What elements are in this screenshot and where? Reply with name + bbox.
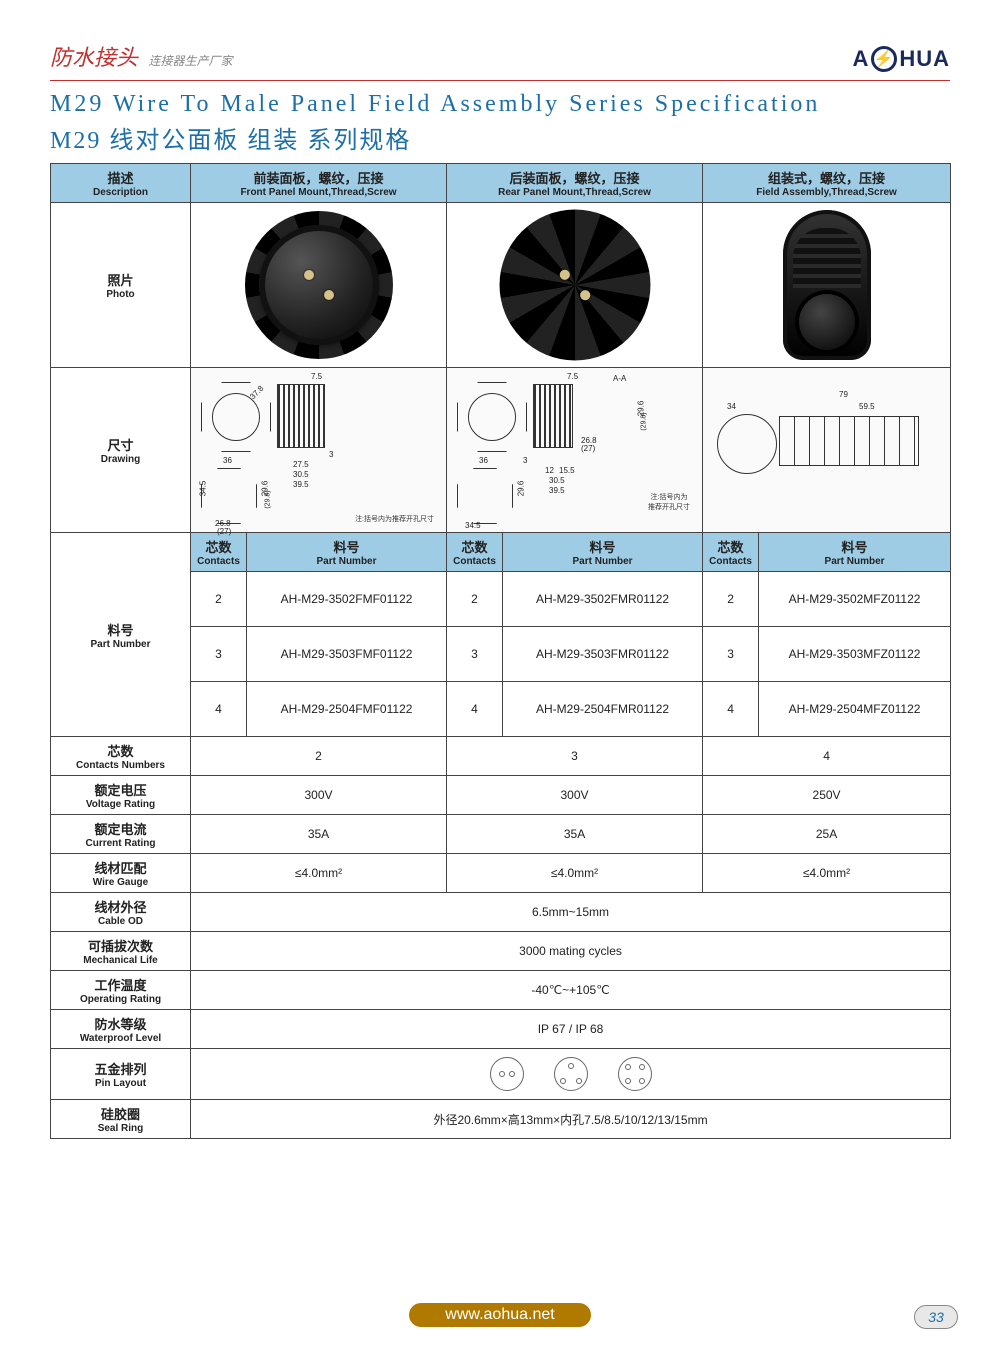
brand-cn: 防水接头 [50, 45, 138, 70]
cell: 3 [703, 627, 759, 682]
subhdr-pn-2: 料号 Part Number [503, 533, 703, 572]
cell: AH-M29-3502FMR01122 [503, 572, 703, 627]
cell: 4 [191, 682, 247, 737]
cell: 35A [191, 815, 447, 854]
footer: www.aohua.net [0, 1303, 1000, 1327]
hdr-col2: 后装面板，螺纹，压接 Rear Panel Mount,Thread,Screw [447, 164, 703, 203]
logo-ring-icon: ⚡ [871, 46, 897, 72]
cell: 35A [447, 815, 703, 854]
title-en: M29 Wire To Male Panel Field Assembly Se… [50, 91, 950, 118]
cell: AH-M29-2504MFZ01122 [759, 682, 951, 737]
photo-cable [703, 203, 951, 368]
footer-url: www.aohua.net [409, 1303, 590, 1327]
hdr-col3: 组装式，螺纹，压接 Field Assembly,Thread,Screw [703, 164, 951, 203]
row-temp-label: 工作温度 Operating Rating [51, 971, 191, 1010]
pin-layout-2-icon [490, 1057, 524, 1091]
cell: 2 [191, 572, 247, 627]
cell: 3 [447, 737, 703, 776]
connector-rear-icon [513, 224, 635, 346]
cell: 250V [703, 776, 951, 815]
cell: 4 [703, 682, 759, 737]
cell: 300V [447, 776, 703, 815]
row-wire-label: 线材匹配 Wire Gauge [51, 854, 191, 893]
cell: AH-M29-3503FMR01122 [503, 627, 703, 682]
row-contacts-label: 芯数 Contacts Numbers [51, 737, 191, 776]
row-current-label: 额定电流 Current Rating [51, 815, 191, 854]
connector-front-icon [259, 225, 379, 345]
row-mech-label: 可插拔次数 Mechanical Life [51, 932, 191, 971]
photo-rear [447, 203, 703, 368]
subhdr-contacts-3: 芯数 Contacts [703, 533, 759, 572]
cell: 4 [703, 737, 951, 776]
cell: ≤4.0mm² [191, 854, 447, 893]
connector-cable-icon [783, 210, 871, 360]
row-wp-label: 防水等级 Waterproof Level [51, 1010, 191, 1049]
cell: ≤4.0mm² [703, 854, 951, 893]
page-header: 防水接头 连接器生产厂家 A ⚡ HUA [50, 40, 950, 72]
row-cable-label: 线材外径 Cable OD [51, 893, 191, 932]
row-seal-label: 硅胶圈 Seal Ring [51, 1100, 191, 1139]
hdr-col1: 前装面板，螺纹，压接 Front Panel Mount,Thread,Scre… [191, 164, 447, 203]
pin-layout-cell [191, 1049, 951, 1100]
cell: 300V [191, 776, 447, 815]
logo: A ⚡ HUA [852, 46, 950, 72]
cell: AH-M29-2504FMF01122 [247, 682, 447, 737]
page-number: 33 [914, 1305, 958, 1329]
cell: 4 [447, 682, 503, 737]
bolt-icon: ⚡ [874, 49, 895, 69]
cell: 外径20.6mm×高13mm×内孔7.5/8.5/10/12/13/15mm [191, 1100, 951, 1139]
subhdr-pn-1: 料号 Part Number [247, 533, 447, 572]
hdr-desc: 描述 Description [51, 164, 191, 203]
cell: ≤4.0mm² [447, 854, 703, 893]
cell: -40℃~+105℃ [191, 971, 951, 1010]
spec-table: 描述 Description 前装面板，螺纹，压接 Front Panel Mo… [50, 163, 951, 1139]
cell: 2 [703, 572, 759, 627]
cell: IP 67 / IP 68 [191, 1010, 951, 1049]
photo-front [191, 203, 447, 368]
cell: AH-M29-3502MFZ01122 [759, 572, 951, 627]
brand-block: 防水接头 连接器生产厂家 [50, 40, 232, 72]
brand-sub: 连接器生产厂家 [148, 54, 232, 68]
row-pin-label: 五金排列 Pin Layout [51, 1049, 191, 1100]
pin-layout-4-icon [618, 1057, 652, 1091]
cell: AH-M29-2504FMR01122 [503, 682, 703, 737]
drawing-cable: 34 79 59.5 [703, 368, 951, 533]
cell: AH-M29-3503MFZ01122 [759, 627, 951, 682]
drawing-front: 36 37.8 7.5 3 27.5 30.5 39.5 34.5 26.8 (… [191, 368, 447, 533]
pin-layout-3-icon [554, 1057, 588, 1091]
cell: 3000 mating cycles [191, 932, 951, 971]
row-voltage-label: 额定电压 Voltage Rating [51, 776, 191, 815]
drawing-rear: 7.5 A-A 36 3 26.8 (27) 12 15.5 30.5 39.5… [447, 368, 703, 533]
header-rule [50, 80, 950, 81]
cell: AH-M29-3503FMF01122 [247, 627, 447, 682]
logo-text-a: A [852, 46, 869, 72]
cell: AH-M29-3502FMF01122 [247, 572, 447, 627]
cell: 3 [191, 627, 247, 682]
cell: 2 [191, 737, 447, 776]
subhdr-pn-3: 料号 Part Number [759, 533, 951, 572]
cell: 3 [447, 627, 503, 682]
logo-text-hua: HUA [899, 46, 950, 72]
subhdr-contacts-2: 芯数 Contacts [447, 533, 503, 572]
row-partnum-label: 料号 Part Number [51, 533, 191, 737]
cell: 25A [703, 815, 951, 854]
title-cn: M29 线对公面板 组装 系列规格 [50, 120, 950, 155]
cell: 6.5mm~15mm [191, 893, 951, 932]
cell: 2 [447, 572, 503, 627]
subhdr-contacts-1: 芯数 Contacts [191, 533, 247, 572]
row-photo-label: 照片 Photo [51, 203, 191, 368]
row-drawing-label: 尺寸 Drawing [51, 368, 191, 533]
